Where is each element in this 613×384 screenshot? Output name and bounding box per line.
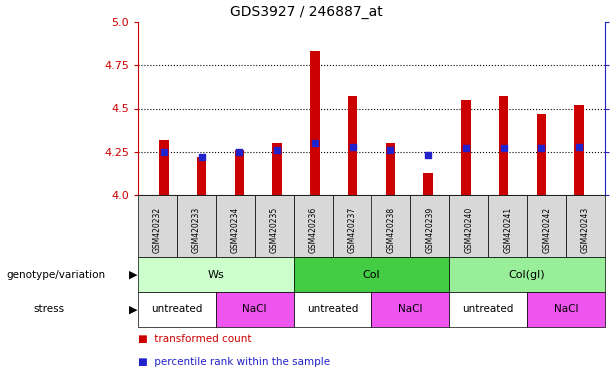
Text: GSM420232: GSM420232 (153, 207, 162, 253)
Text: GSM420236: GSM420236 (308, 207, 318, 253)
Text: GSM420233: GSM420233 (192, 207, 201, 253)
Point (423, 152, 433, 158)
Text: GSM420241: GSM420241 (503, 207, 512, 253)
Text: ▶: ▶ (129, 305, 137, 314)
Bar (574, 105, 584, 195)
Point (272, 147, 282, 153)
Text: NaCl: NaCl (554, 305, 578, 314)
Text: stress: stress (34, 305, 65, 314)
Text: GSM420243: GSM420243 (581, 207, 590, 253)
Point (159, 149, 169, 155)
Text: untreated: untreated (151, 305, 203, 314)
Text: GSM420234: GSM420234 (230, 207, 240, 253)
Text: Ws: Ws (207, 270, 224, 280)
Bar (499, 96, 508, 195)
Bar (159, 140, 169, 195)
Point (574, 144, 584, 150)
Text: NaCl: NaCl (243, 305, 267, 314)
Bar (235, 150, 244, 195)
Text: ■  percentile rank within the sample: ■ percentile rank within the sample (138, 357, 330, 367)
Text: NaCl: NaCl (398, 305, 423, 314)
Point (348, 144, 357, 150)
Point (310, 140, 320, 146)
Text: untreated: untreated (307, 305, 358, 314)
Bar (197, 157, 207, 195)
Text: GSM420242: GSM420242 (542, 207, 551, 253)
Bar (424, 172, 433, 195)
Text: GSM420235: GSM420235 (270, 207, 279, 253)
Text: Col(gl): Col(gl) (509, 270, 546, 280)
Point (536, 145, 546, 151)
Point (197, 154, 207, 160)
Point (461, 145, 471, 151)
Text: untreated: untreated (463, 305, 514, 314)
Bar (461, 100, 471, 195)
Bar (386, 143, 395, 195)
Text: GSM420239: GSM420239 (425, 207, 435, 253)
Text: GSM420237: GSM420237 (348, 207, 357, 253)
Text: GSM420240: GSM420240 (464, 207, 473, 253)
Bar (272, 143, 282, 195)
Point (386, 147, 395, 153)
Text: Col: Col (363, 270, 380, 280)
Bar (536, 114, 546, 195)
Text: genotype/variation: genotype/variation (6, 270, 105, 280)
Point (235, 149, 245, 155)
Point (499, 145, 509, 151)
Text: GDS3927 / 246887_at: GDS3927 / 246887_at (230, 5, 383, 19)
Text: ▶: ▶ (129, 270, 137, 280)
Bar (310, 51, 319, 195)
Text: GSM420238: GSM420238 (386, 207, 395, 253)
Bar (348, 96, 357, 195)
Text: ■  transformed count: ■ transformed count (138, 334, 251, 344)
